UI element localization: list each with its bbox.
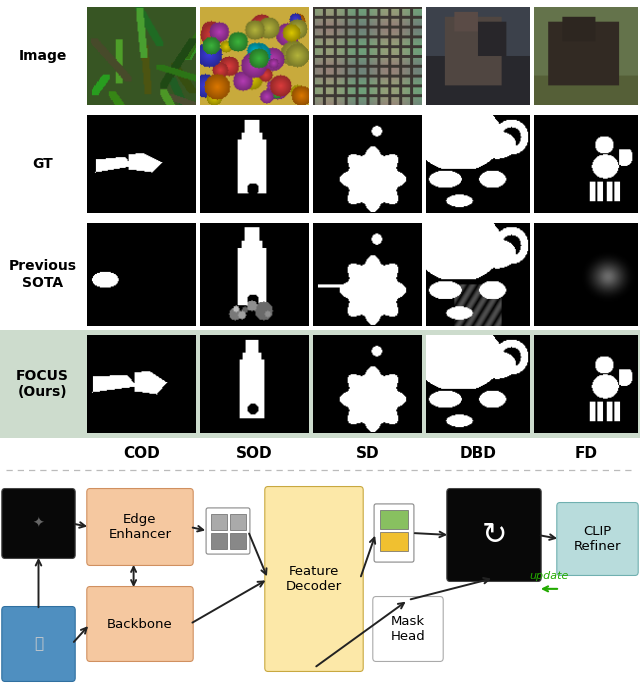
Text: GT: GT xyxy=(32,157,53,171)
Text: ✦: ✦ xyxy=(33,516,44,531)
Text: DBD: DBD xyxy=(460,446,497,461)
Text: FD: FD xyxy=(575,446,598,461)
Text: Previous
SOTA: Previous SOTA xyxy=(8,259,77,290)
Text: Mask
Head: Mask Head xyxy=(390,615,426,643)
Text: Edge
Enhancer: Edge Enhancer xyxy=(109,513,172,541)
Text: CLIP
Refiner: CLIP Refiner xyxy=(573,525,621,553)
Text: FOCUS
(Ours): FOCUS (Ours) xyxy=(16,369,69,399)
Text: SOD: SOD xyxy=(236,446,273,461)
Text: Backbone: Backbone xyxy=(107,617,173,631)
Text: Feature
Decoder: Feature Decoder xyxy=(286,565,342,593)
Text: update: update xyxy=(529,570,569,581)
Text: SD: SD xyxy=(356,446,380,461)
Text: Image: Image xyxy=(19,49,67,63)
Text: 🦅: 🦅 xyxy=(34,636,43,651)
Text: COD: COD xyxy=(123,446,160,461)
Text: ↻: ↻ xyxy=(481,520,507,550)
